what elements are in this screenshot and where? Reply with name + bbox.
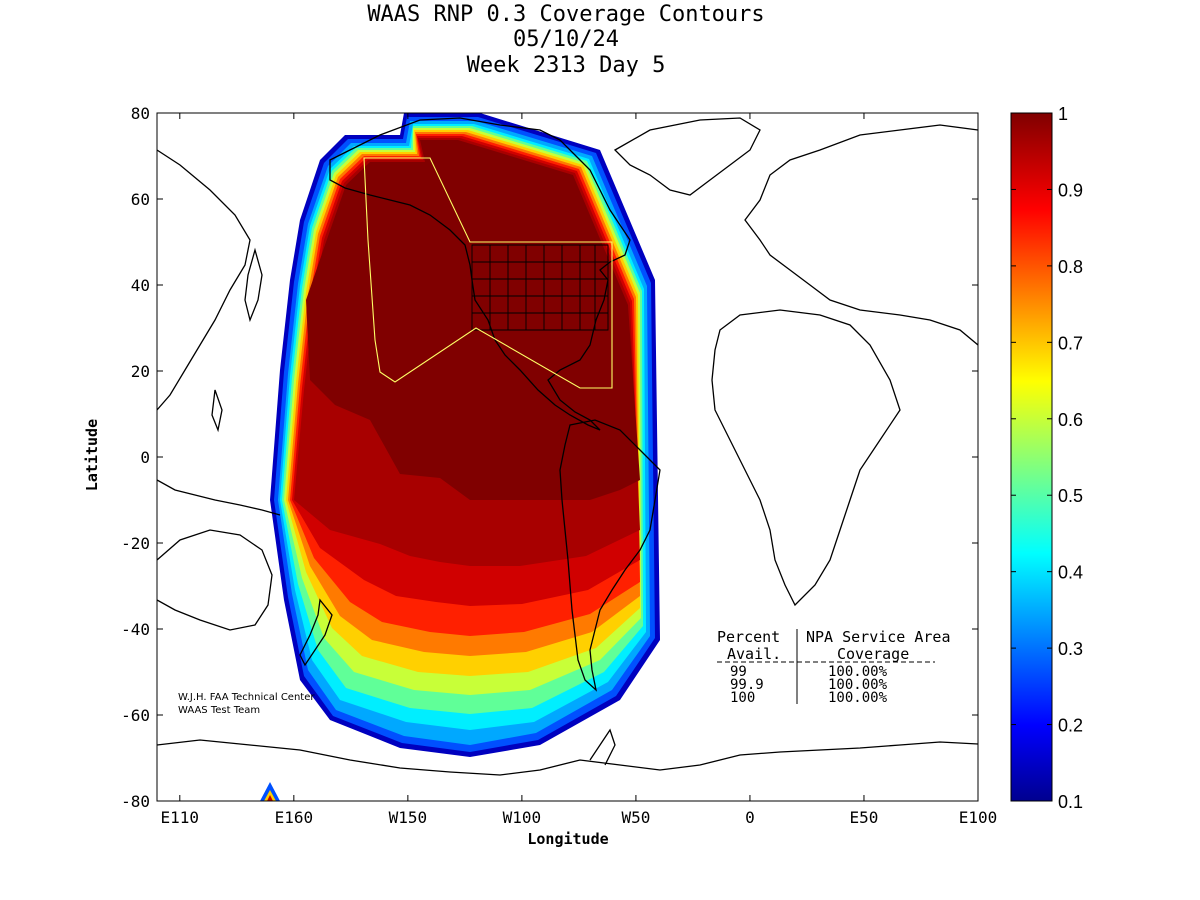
x-tick-label: W50 [621,808,650,827]
credit-line-1: W.J.H. FAA Technical Center [178,692,315,703]
us-states-grid [471,244,609,331]
chart-week: Week 2313 Day 5 [467,53,666,78]
y-axis-label: Latitude [83,419,101,491]
coastlines [157,117,978,776]
colorbar-tick-label: 0.2 [1058,716,1083,736]
south-america-outline [559,419,661,692]
philippines-outline [211,389,223,433]
eurasia-outline [744,124,978,346]
y-tick-label: -20 [121,534,150,553]
coverage-table: Percent NPA Service Area Avail. Coverage… [717,628,951,706]
row-coverage-2: 100.00% [828,677,888,693]
antarctica-peninsula [589,728,616,766]
x-tick-label: W150 [389,808,428,827]
colorbar-tick-label: 0.5 [1058,486,1083,506]
coverage-contours [270,113,660,757]
x-tick-label: 0 [745,808,755,827]
indonesia-outline [157,479,281,516]
credit-line-2: WAAS Test Team [178,705,260,716]
north-america-outline [329,117,631,431]
colorbar: 1 0.9 0.8 0.7 0.6 0.5 0.4 0.3 0.2 0.1 [1010,104,1083,812]
x-tick-label: E160 [275,808,314,827]
row-avail-2: 99.9 [730,677,764,693]
row-coverage-3: 100.00% [828,690,888,706]
table-header-coverage: Coverage [837,645,909,663]
table-header-area: NPA Service Area [806,628,951,646]
japan-outline [244,247,263,323]
row-coverage-1: 100.00% [828,664,888,680]
service-area-boundary [363,157,613,389]
colorbar-tick-label: 0.7 [1058,333,1083,353]
australia-outline [157,529,273,631]
y-axis-ticks: 80 60 40 20 0 -20 -40 -60 -80 [121,104,978,811]
y-tick-label: 0 [140,448,150,467]
contour-band-1.0 [306,140,640,500]
row-avail-1: 99 [730,664,747,680]
map-plot-area [157,113,978,801]
x-axis-ticks: E110 E160 W150 W100 W50 0 E50 E100 [161,113,998,827]
east-asia-outline [157,149,251,411]
y-tick-label: 20 [131,362,150,381]
colorbar-tick-label: 1 [1058,104,1068,124]
antarctica-outline [157,739,978,776]
greenland-outline [613,117,761,196]
y-tick-label: 60 [131,190,150,209]
new-zealand-outline [299,598,333,667]
y-tick-label: -40 [121,620,150,639]
chart-date: 05/10/24 [513,27,619,52]
x-tick-label: E50 [850,808,879,827]
y-tick-label: 80 [131,104,150,123]
colorbar-tick-label: 0.3 [1058,639,1083,659]
y-tick-label: -80 [121,792,150,811]
row-avail-3: 100 [730,690,755,706]
colorbar-ticks: 1 0.9 0.8 0.7 0.6 0.5 0.4 0.3 0.2 0.1 [1011,104,1083,812]
x-tick-label: E110 [161,808,200,827]
colorbar-tick-label: 0.4 [1058,563,1083,583]
colorbar-tick-label: 0.6 [1058,410,1083,430]
chart-title: WAAS RNP 0.3 Coverage Contours [367,2,764,27]
colorbar-gradient [1011,113,1052,801]
y-tick-label: -60 [121,706,150,725]
x-tick-label: E100 [959,808,998,827]
colorbar-tick-label: 0.9 [1058,180,1083,200]
africa-outline [711,309,901,607]
colorbar-tick-label: 0.8 [1058,257,1083,277]
x-axis-label: Longitude [527,830,608,848]
table-header-percent: Percent [717,628,780,646]
colorbar-tick-label: 0.1 [1058,792,1083,812]
table-header-avail: Avail. [727,645,781,663]
x-tick-label: W100 [503,808,542,827]
y-tick-label: 40 [131,276,150,295]
